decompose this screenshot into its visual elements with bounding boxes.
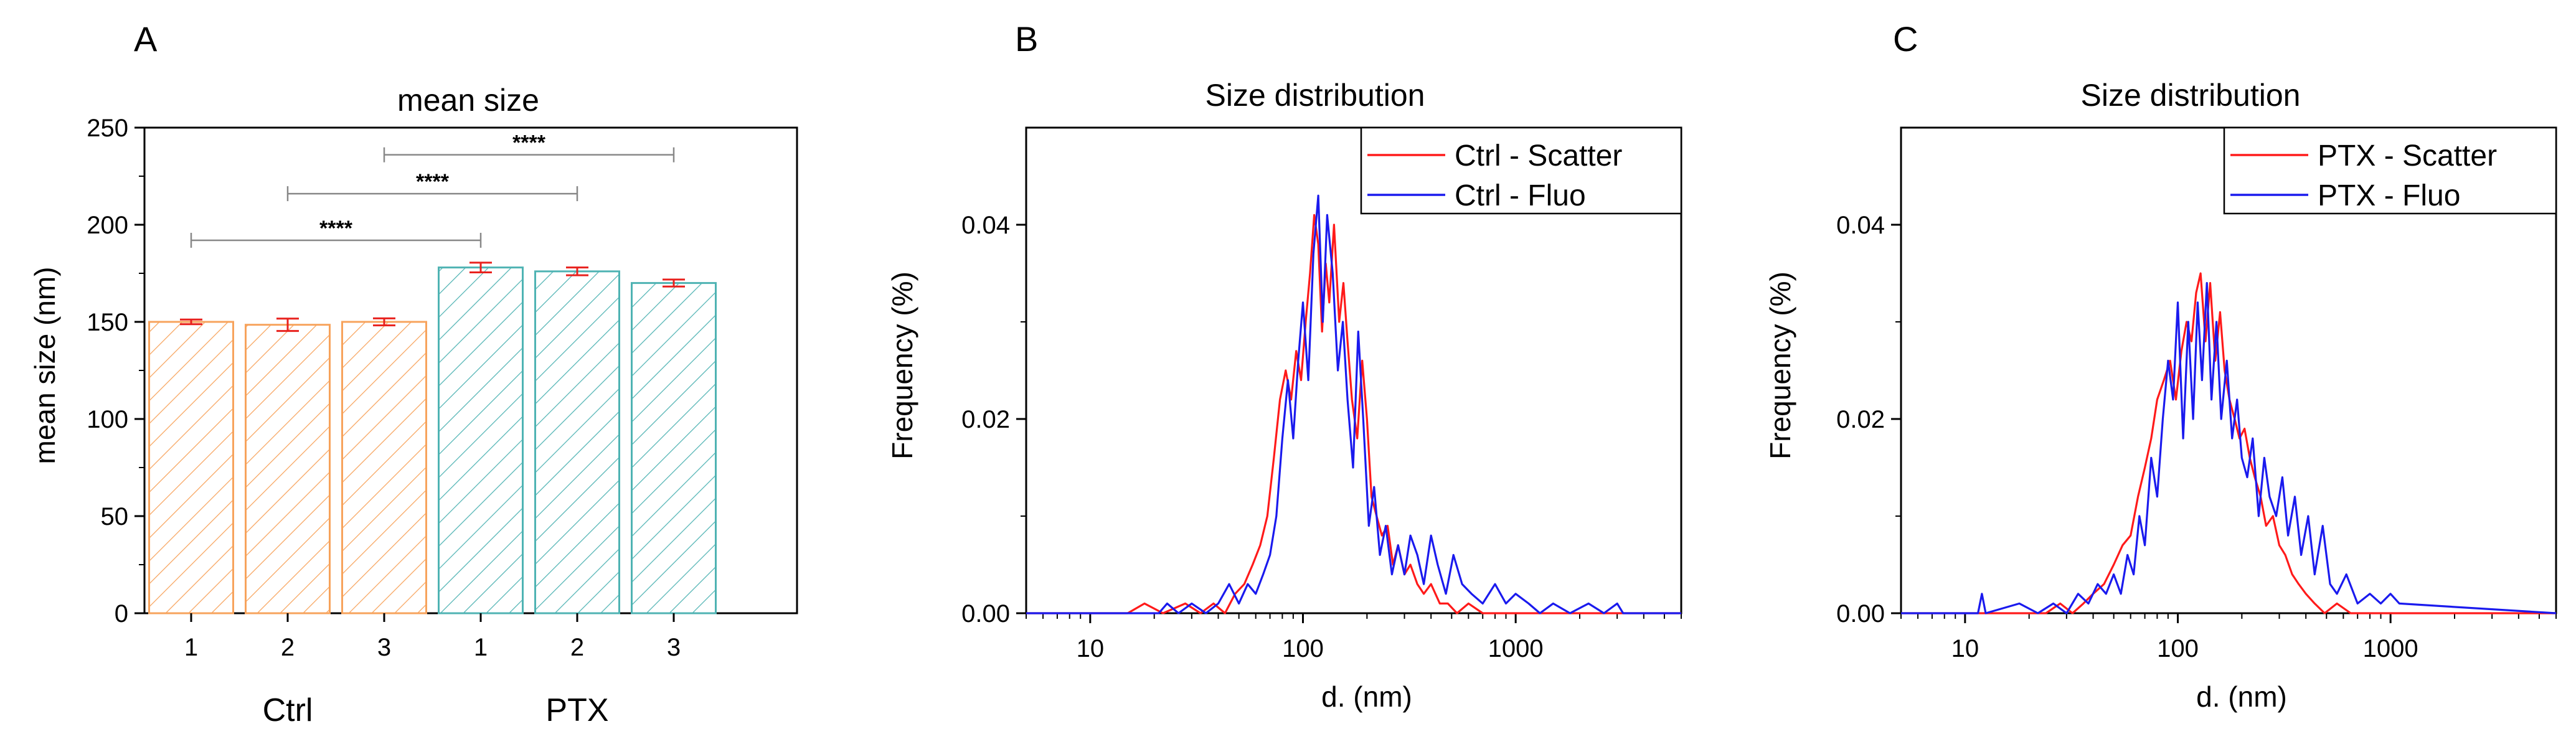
x-tick-label: 1000 — [1488, 635, 1544, 662]
y-tick-label: 200 — [87, 212, 128, 239]
x-tick-label: 1 — [474, 634, 488, 661]
y-tick-label: 250 — [87, 115, 128, 142]
legend-label: PTX - Fluo — [2318, 179, 2460, 212]
bar-ctrl-2 — [245, 324, 331, 614]
y-tick-label: 0.00 — [1836, 600, 1885, 628]
panel-b-title: Size distribution — [1205, 78, 1425, 113]
panel-a-y-axis-label: mean size (nm) — [29, 267, 61, 464]
series-line-ptx-scatter — [1901, 272, 2556, 614]
series-line-ctrl-scatter — [1026, 214, 1681, 614]
series-line-ctrl-fluo — [1026, 194, 1681, 614]
panel-a-title: mean size — [397, 83, 539, 118]
y-tick-label: 0.04 — [1836, 212, 1885, 239]
x-tick-label: 1000 — [2363, 635, 2418, 662]
bar-ctrl-3 — [341, 321, 427, 614]
legend-box — [1360, 126, 1682, 215]
series-line-ptx-fluo — [1901, 282, 2557, 614]
y-tick-label: 0.04 — [961, 212, 1010, 239]
y-tick-label: 0.00 — [961, 600, 1010, 628]
bar-ptx-1 — [438, 266, 524, 614]
x-tick-label: 100 — [1282, 635, 1324, 662]
significance-label: **** — [512, 131, 546, 155]
x-tick-label: 3 — [377, 634, 391, 661]
y-tick-label: 0.02 — [961, 406, 1010, 433]
y-tick-label: 100 — [87, 406, 128, 433]
panel-c-y-axis-label: Frequency (%) — [1764, 271, 1796, 459]
legend-label: PTX - Scatter — [2318, 139, 2497, 172]
significance-label: **** — [416, 170, 450, 194]
group-label-ptx: PTX — [545, 692, 608, 728]
panel-c-x-axis-label: d. (nm) — [2196, 680, 2287, 713]
legend-label: Ctrl - Scatter — [1455, 139, 1622, 172]
panel-b-x-axis-label: d. (nm) — [1321, 680, 1412, 713]
significance-label: **** — [319, 217, 353, 240]
panel-a-mean-size-chart: A mean size mean size (nm) 0 50 100 150 200 2… — [29, 19, 798, 728]
x-tick-label: 3 — [667, 634, 681, 661]
y-tick-label: 0.02 — [1836, 406, 1885, 433]
group-label-ctrl: Ctrl — [263, 692, 313, 728]
bar-ptx-2 — [534, 270, 620, 614]
x-tick-label: 2 — [281, 634, 295, 661]
legend-label: Ctrl - Fluo — [1455, 179, 1586, 212]
x-tick-label: 100 — [2157, 635, 2199, 662]
y-tick-label: 0 — [115, 600, 128, 628]
plot-frame — [1025, 126, 1682, 614]
x-tick-label: 10 — [1077, 635, 1105, 662]
x-tick-label: 2 — [570, 634, 584, 661]
panel-letter-b: B — [1015, 19, 1038, 59]
bar-ptx-3 — [631, 282, 717, 614]
legend-box — [2223, 126, 2557, 215]
y-tick-label: 50 — [101, 503, 129, 530]
y-tick-label: 150 — [87, 309, 128, 336]
bar-ctrl-1 — [148, 321, 234, 614]
panel-letter-c: C — [1893, 19, 1918, 59]
panel-b-size-distribution-chart: B Size distribution d. (nm) Frequency (%… — [886, 19, 1682, 713]
panel-c-size-distribution-chart: C Size distribution d. (nm) Frequency (%… — [1764, 19, 2557, 713]
panel-letter-a: A — [134, 19, 158, 59]
x-tick-label: 1 — [184, 634, 198, 661]
panel-b-y-axis-label: Frequency (%) — [886, 271, 918, 459]
panel-c-title: Size distribution — [2081, 78, 2301, 113]
x-tick-label: 10 — [1951, 635, 1979, 662]
